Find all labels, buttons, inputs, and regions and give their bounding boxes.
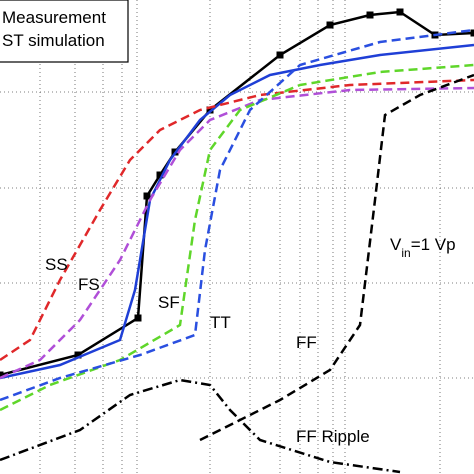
legend: Measurement ST simulation: [0, 0, 129, 63]
annotation: Vin=1 Vp: [390, 235, 456, 260]
curve-label: SF: [158, 293, 180, 312]
series-line: [0, 78, 474, 362]
curve-label: SS: [45, 255, 68, 274]
curve-label: FF Ripple: [296, 427, 370, 446]
marker: [134, 314, 142, 322]
labels: SS FS SF TT FF FF Ripple Vin=1 Vp: [45, 235, 456, 446]
marker: [396, 8, 404, 16]
curve-label: FS: [78, 275, 100, 294]
marker: [276, 51, 284, 59]
legend-label: Measurement: [2, 8, 106, 27]
series-line: [0, 43, 474, 380]
marker: [470, 29, 474, 37]
series-line: [0, 28, 474, 402]
series-line: [199, 73, 474, 442]
curve-label: TT: [210, 313, 231, 332]
annotation-part: =1 Vp: [411, 235, 456, 254]
series-line: [0, 378, 401, 474]
series-line: [0, 86, 474, 380]
legend-label: ST simulation: [2, 31, 105, 50]
series-line: [0, 63, 474, 412]
marker: [143, 192, 151, 200]
annotation-part: in: [401, 246, 410, 260]
lines: [0, 8, 474, 474]
legend-box: [0, 0, 129, 63]
marker: [326, 21, 334, 29]
marker: [366, 11, 374, 19]
marker: [0, 371, 4, 379]
marker: [206, 106, 214, 114]
marker: [156, 171, 164, 179]
curve-label: FF: [296, 333, 317, 352]
annotation-part: V: [390, 235, 402, 254]
marker: [74, 351, 82, 359]
